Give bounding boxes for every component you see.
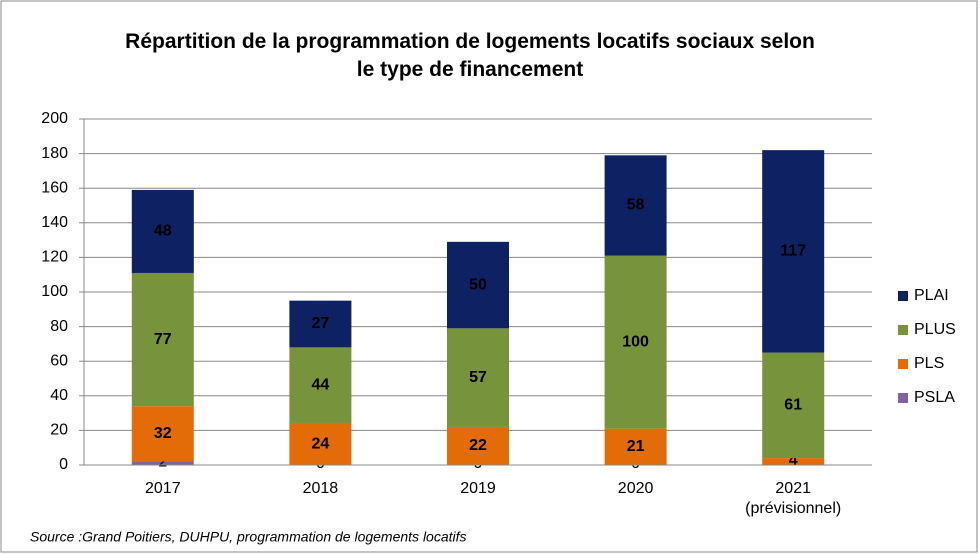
data-label: 44 xyxy=(312,377,330,394)
y-tick-label: 0 xyxy=(59,456,68,473)
y-tick-label: 180 xyxy=(41,145,68,162)
bar-segment xyxy=(131,461,194,465)
data-label: 57 xyxy=(469,369,487,386)
y-tick-label: 60 xyxy=(50,352,68,369)
chart-title: Répartition de la programmation de logem… xyxy=(125,30,815,81)
data-label: 61 xyxy=(784,397,802,414)
data-label: 24 xyxy=(312,435,330,452)
legend-swatch xyxy=(898,291,908,301)
y-tick-label: 40 xyxy=(50,387,68,404)
data-label: 22 xyxy=(469,437,487,454)
y-tick-label: 100 xyxy=(41,283,68,300)
bar-segment xyxy=(289,300,352,348)
y-tick-label: 80 xyxy=(50,318,68,335)
x-tick-label: 2019 xyxy=(460,480,496,497)
y-tick-label: 120 xyxy=(41,249,68,266)
bar-segment xyxy=(604,155,667,256)
bar-segment xyxy=(762,352,825,459)
data-label: 2 xyxy=(158,453,167,470)
data-label: 58 xyxy=(627,197,645,214)
bar-segment xyxy=(604,428,667,465)
source-note: Source :Grand Poitiers, DUHPU, programma… xyxy=(30,529,467,545)
y-tick-label: 20 xyxy=(50,422,68,439)
data-label: 77 xyxy=(154,331,172,348)
data-label: 117 xyxy=(780,243,806,260)
x-tick-label: 2021 (prévisionnel) xyxy=(745,480,842,517)
y-tick-label: 200 xyxy=(41,110,68,127)
bar-segment xyxy=(289,423,352,465)
data-label: 48 xyxy=(154,223,172,240)
data-label: 21 xyxy=(627,438,645,455)
bar-segment xyxy=(289,347,352,424)
y-tick-label: 160 xyxy=(41,179,68,196)
y-tick-label: 140 xyxy=(41,214,68,231)
legend-swatch xyxy=(898,393,908,403)
legend-label: PLS xyxy=(914,355,944,372)
bar-segment xyxy=(604,255,667,429)
bar-segment xyxy=(447,241,509,329)
bar-segment xyxy=(762,458,825,465)
data-label: 27 xyxy=(312,315,330,332)
x-tick-label: 2017 xyxy=(145,480,181,497)
x-tick-label: 2018 xyxy=(302,480,339,497)
bar-segment xyxy=(447,426,509,465)
bar-segment xyxy=(447,328,509,427)
legend-label: PLAI xyxy=(914,287,949,304)
legend-swatch xyxy=(898,359,908,369)
bar-segment xyxy=(131,189,194,273)
bar-segment xyxy=(762,150,825,353)
legend-label: PLUS xyxy=(914,321,956,338)
title-box: Répartition de la programmation de logem… xyxy=(125,30,815,81)
x-tick-label: 2020 xyxy=(617,480,654,497)
data-label: 100 xyxy=(622,333,649,350)
legend-swatch xyxy=(898,325,908,335)
bar-segment xyxy=(131,406,194,462)
data-label: 4 xyxy=(789,452,798,469)
data-label: 32 xyxy=(154,425,172,442)
data-label: 50 xyxy=(469,276,487,293)
legend-label: PSLA xyxy=(914,389,955,406)
bar-segment xyxy=(131,272,194,407)
